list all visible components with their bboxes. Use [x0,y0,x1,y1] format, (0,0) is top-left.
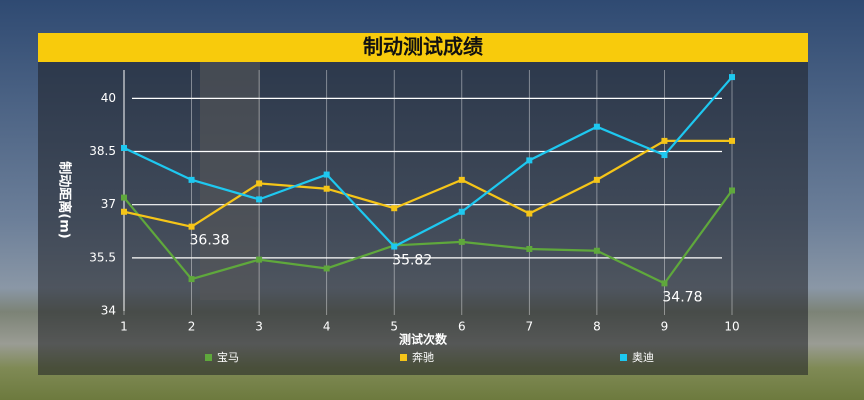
legend-label: 奥迪 [632,350,654,364]
data-point [121,144,127,151]
x-tick-label: 5 [390,320,398,334]
x-tick-label: 10 [724,320,739,334]
x-axis-title: 测试次数 [399,332,448,347]
x-tick-label: 3 [255,320,263,334]
data-point [323,171,330,178]
x-tick-label: 6 [458,320,466,334]
title-banner [38,33,808,62]
data-point [661,152,668,159]
series-line [123,139,732,228]
data-point [729,74,735,81]
y-tick-label: 38.5 [89,144,116,158]
data-label: 34.78 [662,289,702,305]
data-point [593,247,600,254]
legend-swatch [620,354,627,361]
legend-swatch [205,354,212,361]
data-point [391,243,398,250]
data-point [526,157,533,164]
y-tick-label: 40 [101,91,116,105]
data-point [188,176,195,183]
data-point [121,194,127,201]
data-point [391,205,398,212]
legend-label: 奔驰 [412,350,434,364]
series-line [123,189,733,285]
data-point [593,176,600,183]
data-point [121,208,127,215]
y-tick-label: 35.5 [89,250,116,264]
data-point [323,265,330,272]
series-line [123,76,733,248]
data-point [256,180,263,187]
legend-swatch [400,354,407,361]
data-point [458,176,465,183]
x-tick-label: 2 [188,320,196,334]
data-point [593,123,600,130]
data-label: 36.38 [190,233,230,249]
data-point [526,210,533,217]
y-axis-title: 制动距离(m) [57,161,73,238]
legend-label: 宝马 [217,350,239,364]
x-tick-label: 4 [323,320,331,334]
data-point [188,223,195,230]
x-tick-label: 8 [593,320,601,334]
data-label: 35.82 [392,252,432,268]
data-point [256,196,263,203]
x-tick-label: 7 [526,320,534,334]
data-point [256,256,263,263]
chart-title: 制动测试成绩 [363,35,483,59]
data-point [458,238,465,245]
data-point [729,137,735,144]
x-tick-label: 1 [120,320,128,334]
data-point [188,276,195,283]
y-tick-label: 34 [101,304,116,318]
data-point [661,137,668,144]
data-point [526,245,533,252]
data-point [458,208,465,215]
x-tick-label: 9 [661,320,669,334]
data-point [661,280,668,287]
y-tick-label: 37 [101,197,116,211]
plot-panel [38,62,808,375]
data-point [323,185,330,192]
data-point [729,187,735,194]
